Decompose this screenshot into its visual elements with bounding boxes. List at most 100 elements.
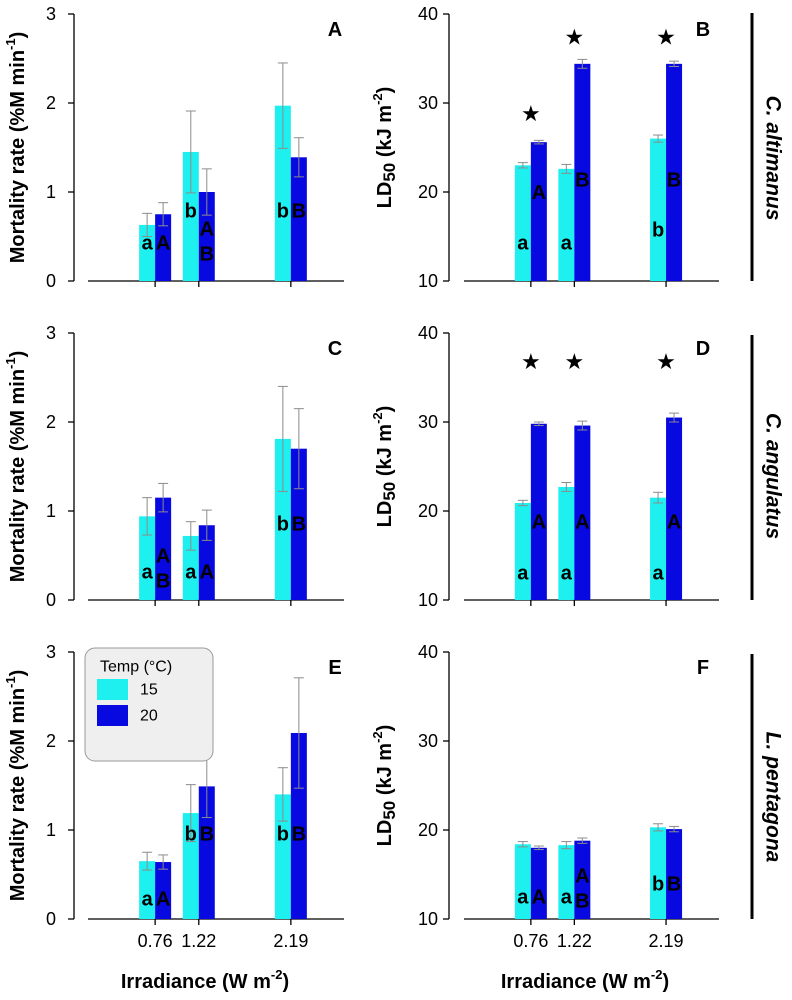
y-axis-title-superscript: -2 — [370, 412, 385, 424]
x-axis-title: Irradiance (W m-2) — [121, 967, 289, 994]
significance-letter: a — [561, 887, 573, 909]
significance-letter: a — [561, 562, 573, 584]
y-axis-title-subscript: 50 — [380, 163, 399, 182]
significance-letter: b — [277, 823, 289, 845]
bar-15-1.22 — [558, 168, 575, 281]
y-axis-title-text: ) — [374, 725, 396, 732]
significance-letter: A — [532, 887, 546, 909]
bar-15-0.76 — [139, 224, 156, 281]
bar-20-2.19 — [290, 448, 307, 600]
y-axis-title-text: Mortality rate (%M min — [7, 369, 29, 582]
y-axis-title-text: ) — [7, 351, 29, 358]
y-axis-title-text: ) — [374, 87, 396, 94]
y-tick-label: 30 — [418, 731, 438, 751]
significance-letter: a — [517, 233, 529, 255]
y-axis-title: LD50 (kJ m-2) — [370, 725, 399, 847]
significance-letter: B — [575, 890, 589, 912]
significance-letter: b — [185, 823, 197, 845]
bar-15-1.22 — [182, 151, 199, 281]
significance-letter: B — [292, 823, 306, 845]
y-tick-label: 2 — [46, 412, 56, 432]
panel-letter: E — [328, 657, 341, 679]
significance-letter: A — [200, 561, 214, 583]
legend-swatch — [97, 705, 128, 726]
y-axis-title: LD50 (kJ m-2) — [370, 406, 399, 528]
bar-15-1.22 — [558, 486, 575, 600]
star-icon: ★ — [656, 350, 676, 375]
bar-20-2.19 — [290, 157, 307, 281]
significance-letter: B — [292, 513, 306, 535]
bar-20-2.19 — [666, 63, 683, 282]
bar-15-0.76 — [514, 502, 531, 600]
legend: Temp (°C) 15 20 — [84, 647, 214, 762]
y-axis-title-text: ) — [374, 406, 396, 413]
star-icon: ★ — [564, 350, 584, 375]
legend-swatch — [97, 679, 128, 700]
y-axis-title-text: ) — [7, 32, 29, 39]
bar-15-0.76 — [514, 844, 531, 919]
bar-20-0.76 — [155, 862, 172, 919]
y-tick-label: 3 — [46, 642, 56, 662]
y-tick-label: 30 — [418, 93, 438, 113]
y-tick-label: 10 — [418, 909, 438, 929]
species-labels: C. altimanus C. angulatus L. pentagona — [750, 13, 785, 919]
significance-letter: B — [200, 823, 214, 845]
significance-letter: A — [575, 865, 589, 887]
x-tick-label: 1.22 — [557, 931, 592, 951]
x-tick-label: 0.76 — [138, 931, 173, 951]
significance-letter: b — [652, 873, 664, 895]
y-tick-label: 1 — [46, 182, 56, 202]
panel-letter: A — [328, 19, 342, 41]
bar-20-1.22 — [198, 192, 215, 281]
significance-letter: B — [667, 169, 681, 191]
significance-letter: a — [185, 561, 197, 583]
significance-letter: B — [667, 873, 681, 895]
significance-letter: b — [185, 201, 197, 223]
x-tick-label: 2.19 — [649, 931, 684, 951]
panel-d: 10 20 30 40 a a a A A A ★ ★ ★ D LD50 (kJ m-2) — [370, 323, 719, 610]
bar-20-1.22 — [574, 840, 591, 919]
bar-20-0.76 — [530, 423, 547, 600]
y-axis-title-subscript: 50 — [380, 801, 399, 820]
y-tick-label: 20 — [418, 182, 438, 202]
y-axis-title-superscript: -2 — [370, 731, 385, 743]
panel-letter: C — [328, 338, 342, 360]
significance-letter: A — [532, 182, 546, 204]
species-label: L. pentagona — [762, 732, 785, 863]
panel-letter: B — [696, 19, 710, 41]
x-axis-title-text: ) — [282, 971, 289, 993]
y-tick-label: 40 — [418, 323, 438, 343]
significance-letter: A — [575, 512, 589, 534]
y-tick-label: 30 — [418, 412, 438, 432]
x-axis-title: Irradiance (W m-2) — [501, 967, 669, 994]
significance-letter: A — [156, 233, 170, 255]
bar-15-2.19 — [274, 438, 291, 600]
significance-letter: B — [200, 243, 214, 265]
y-axis-title-text: Mortality rate (%M min — [7, 50, 29, 263]
significance-letter: b — [277, 201, 289, 223]
y-tick-label: 2 — [46, 731, 56, 751]
significance-letter: a — [517, 887, 529, 909]
y-axis-title: Mortality rate (%M min-1) — [3, 32, 30, 264]
bar-15-0.76 — [139, 861, 156, 919]
y-axis-title-text: Mortality rate (%M min — [7, 688, 29, 901]
significance-letter: b — [277, 513, 289, 535]
y-tick-label: 1 — [46, 501, 56, 521]
significance-letter: a — [142, 888, 154, 910]
y-tick-label: 20 — [418, 501, 438, 521]
bar-20-1.22 — [574, 425, 591, 600]
bar-20-2.19 — [290, 732, 307, 919]
y-axis-title-superscript: -1 — [3, 38, 18, 50]
y-tick-label: 1 — [46, 820, 56, 840]
significance-letter: B — [156, 570, 170, 592]
significance-letter: A — [200, 218, 214, 240]
significance-letter: b — [652, 219, 664, 241]
y-axis-title-text: LD — [374, 501, 396, 528]
significance-letter: A — [156, 545, 170, 567]
panel-letter: F — [697, 657, 709, 679]
bar-20-2.19 — [666, 417, 683, 600]
bar-20-1.22 — [198, 525, 215, 600]
